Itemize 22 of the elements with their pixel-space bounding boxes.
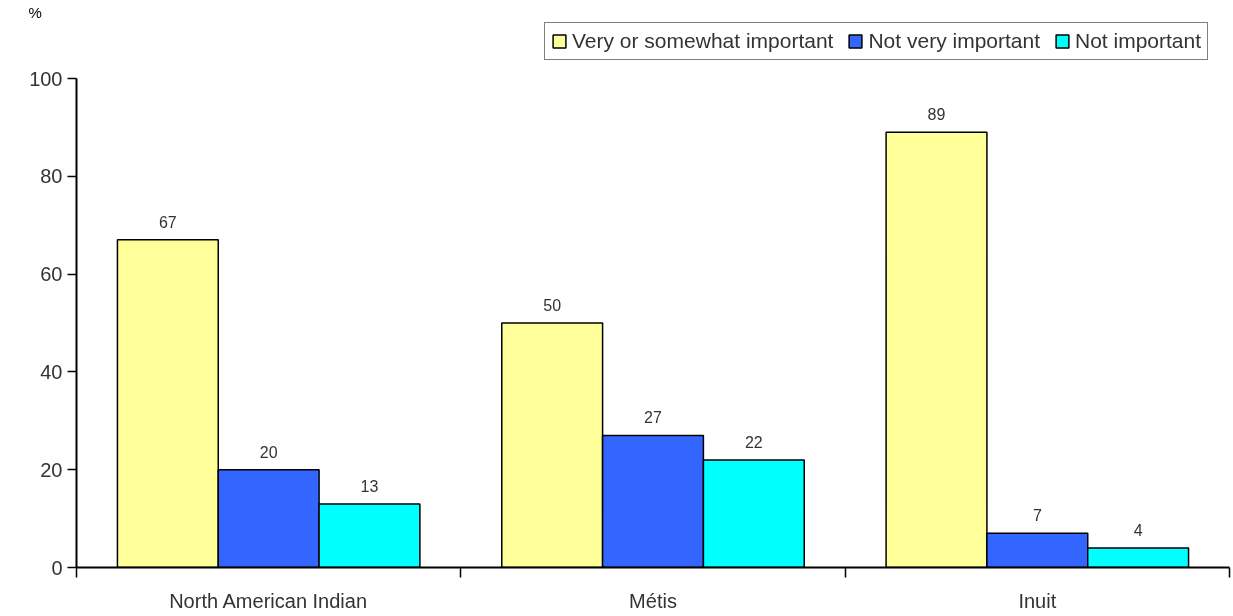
data-label: 67 <box>158 213 177 231</box>
data-label: 7 <box>1032 507 1042 525</box>
data-label: 89 <box>927 106 946 124</box>
data-label: 22 <box>744 433 763 451</box>
x-tick-label: Métis <box>629 589 677 612</box>
y-tick-label: 0 <box>51 556 63 579</box>
y-tick-label: 60 <box>40 263 63 286</box>
y-tick-label: 80 <box>40 165 63 188</box>
data-label: 50 <box>543 297 562 314</box>
x-tick-label: North American Indian <box>169 589 368 612</box>
legend-label: Not important <box>1075 29 1202 53</box>
legend-label: Not very important <box>868 29 1041 53</box>
y-tick-label: 100 <box>29 67 63 90</box>
data-label: 13 <box>360 477 379 495</box>
y-tick-label: 20 <box>40 458 63 481</box>
x-tick-label: Inuit <box>1018 589 1057 612</box>
y-axis-title: % <box>28 3 42 21</box>
y-tick-label: 40 <box>40 360 63 383</box>
data-label: 4 <box>1133 521 1143 539</box>
data-label: 27 <box>644 409 662 427</box>
data-label: 20 <box>259 443 278 461</box>
legend-label: Very or somewhat important <box>572 29 834 53</box>
